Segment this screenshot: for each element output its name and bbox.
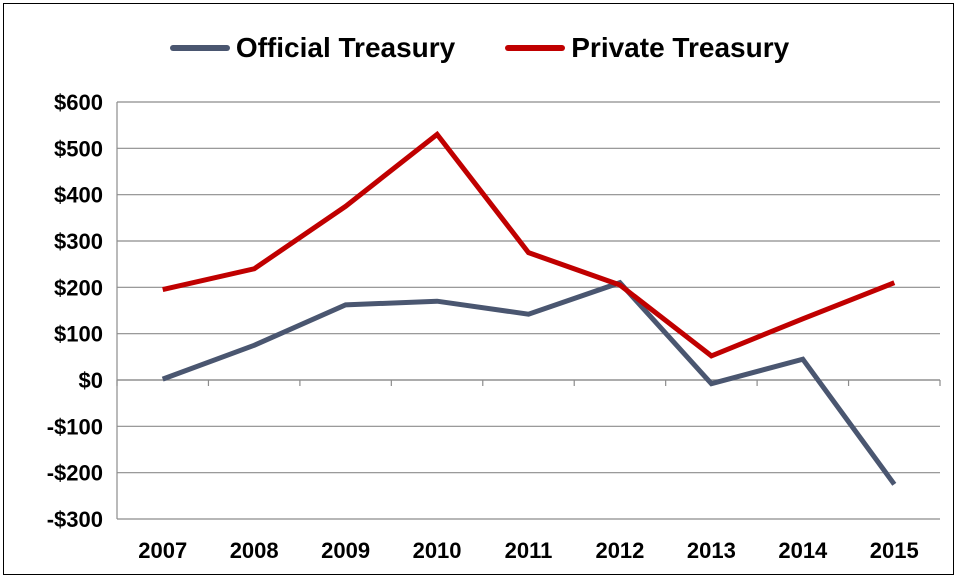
x-tick-label: 2010 [413,538,462,563]
y-tick-label: $100 [54,322,103,347]
x-tick-label: 2012 [595,538,644,563]
x-tick-label: 2007 [138,538,187,563]
legend-swatch-private-treasury [505,45,566,51]
x-tick-label: 2011 [505,538,553,563]
legend: Official Treasury Private Treasury [0,28,959,68]
y-tick-label: $600 [54,90,103,115]
legend-label-official-treasury: Official Treasury [235,32,456,63]
y-tick-label: $400 [54,183,103,208]
legend-item-official-treasury: Official Treasury [169,32,456,64]
x-tick-label: 2009 [321,538,370,563]
x-tick-label: 2014 [778,538,828,563]
legend-swatch-official-treasury [169,45,230,51]
y-tick-label: $0 [79,368,103,393]
chart-frame [3,3,954,575]
legend-item-private-treasury: Private Treasury [505,32,789,64]
x-tick-label: 2015 [870,538,919,563]
y-tick-label: -$200 [47,461,103,486]
y-tick-label: -$100 [47,414,103,439]
y-tick-label: $300 [54,229,103,254]
y-tick-label: $200 [54,275,103,300]
legend-label-private-treasury: Private Treasury [571,32,790,63]
y-tick-label: -$300 [47,507,103,532]
x-tick-label: 2013 [687,538,736,563]
x-tick-label: 2008 [230,538,279,563]
series-line-official-treasury [161,279,897,486]
y-tick-label: $500 [54,136,103,161]
series-line-private-treasury [162,130,896,359]
